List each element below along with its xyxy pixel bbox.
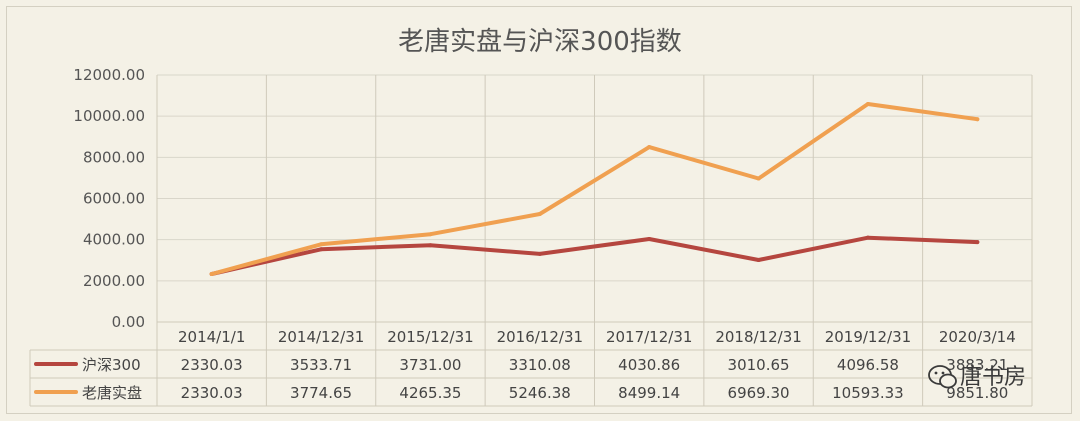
data-label: 3310.08 xyxy=(509,356,571,374)
data-label: 6969.30 xyxy=(728,384,790,402)
data-point xyxy=(647,237,652,242)
data-label: 3774.65 xyxy=(290,384,352,402)
data-point xyxy=(537,251,542,256)
data-label: 9851.80 xyxy=(946,384,1008,402)
y-tick-label: 6000.00 xyxy=(83,190,145,208)
x-tick-label: 2017/12/31 xyxy=(606,328,692,346)
watermark-text: 唐书房 xyxy=(960,365,1026,390)
y-tick-label: 4000.00 xyxy=(83,231,145,249)
series-line-0 xyxy=(209,235,980,276)
series-line-1 xyxy=(209,102,980,276)
y-tick-label: 2000.00 xyxy=(83,272,145,290)
data-point xyxy=(428,243,433,248)
watermark: 唐书房 xyxy=(928,365,1026,390)
data-label: 2330.03 xyxy=(181,356,243,374)
x-tick-label: 2016/12/31 xyxy=(497,328,583,346)
data-label: 3731.00 xyxy=(399,356,461,374)
data-point xyxy=(865,235,870,240)
x-tick-label: 2020/3/14 xyxy=(939,328,1016,346)
data-point xyxy=(975,117,980,122)
x-tick-label: 2014/12/31 xyxy=(278,328,364,346)
data-point xyxy=(537,212,542,217)
x-tick-label: 2018/12/31 xyxy=(715,328,801,346)
wechat-icon xyxy=(928,365,957,389)
data-point xyxy=(428,232,433,237)
data-label: 2330.03 xyxy=(181,384,243,402)
data-point xyxy=(209,272,214,277)
data-label: 4096.58 xyxy=(837,356,899,374)
data-point xyxy=(756,176,761,181)
y-tick-label: 10000.00 xyxy=(73,107,145,125)
data-label: 8499.14 xyxy=(618,384,680,402)
data-label: 3533.71 xyxy=(290,356,352,374)
y-tick-label: 0.00 xyxy=(112,313,145,331)
chart-title: 老唐实盘与沪深300指数 xyxy=(398,27,682,57)
data-point xyxy=(865,101,870,106)
data-point xyxy=(319,247,324,252)
series-lines xyxy=(209,101,980,277)
data-label: 3883.21 xyxy=(946,356,1008,374)
y-tick-label: 8000.00 xyxy=(83,148,145,166)
x-tick-label: 2014/1/1 xyxy=(178,328,245,346)
data-table: 2014/1/1 2014/12/31 2015/12/31 2016/12/31 20… xyxy=(29,75,1033,407)
data-label: 10593.33 xyxy=(832,384,904,402)
legend-label: 沪深300 xyxy=(82,356,141,374)
data-label: 3010.65 xyxy=(728,356,790,374)
x-tick-label: 2019/12/31 xyxy=(825,328,911,346)
data-label: 4030.86 xyxy=(618,356,680,374)
y-axis-ticks: 0.00 2000.00 4000.00 6000.00 8000.00 10000.00… xyxy=(73,66,145,331)
data-point xyxy=(647,145,652,150)
data-point xyxy=(756,258,761,263)
y-tick-label: 12000.00 xyxy=(73,66,145,84)
chart-frame xyxy=(6,6,1072,414)
data-label: 4265.35 xyxy=(399,384,461,402)
data-point xyxy=(319,242,324,247)
legend-label: 老唐实盘 xyxy=(82,384,142,402)
data-point xyxy=(975,240,980,245)
x-tick-label: 2015/12/31 xyxy=(387,328,473,346)
data-label: 5246.38 xyxy=(509,384,571,402)
